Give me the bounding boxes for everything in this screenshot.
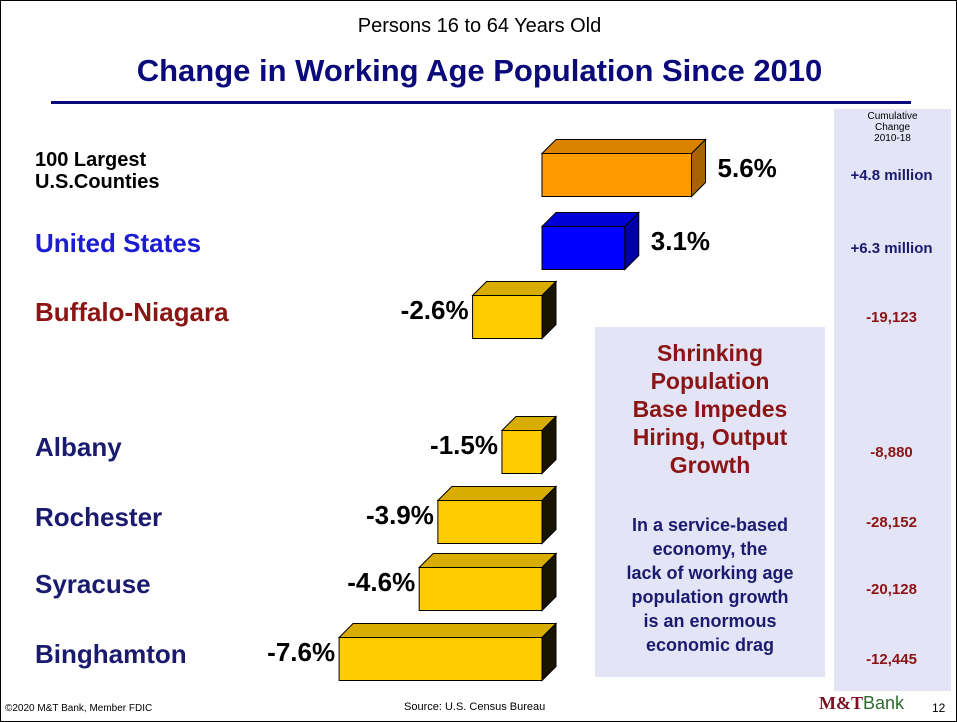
cumulative-value: -12,445 <box>866 651 917 668</box>
bar-front <box>501 430 543 474</box>
category-label: Albany <box>35 432 122 462</box>
cumulative-value: -28,152 <box>866 514 917 531</box>
bar-top-shade <box>419 553 556 568</box>
bar-top-shade <box>472 281 556 296</box>
title: Change in Working Age Population Since 2… <box>136 53 823 88</box>
bar-front <box>541 226 626 270</box>
category-label: Syracuse <box>35 569 151 599</box>
logo-mark: M&T <box>819 693 863 713</box>
bar-side-shade <box>542 553 556 611</box>
bar-top-shade <box>542 139 706 154</box>
bar <box>500 415 558 475</box>
category-label: United States <box>35 228 202 258</box>
callout-heading: Shrinking Population Base Impedes Hiring… <box>632 340 788 478</box>
bar-front <box>541 153 693 197</box>
bar <box>540 138 707 198</box>
bar-side-shade <box>691 139 706 197</box>
bar-front <box>418 567 543 611</box>
bar-side-shade <box>542 416 556 474</box>
bar <box>540 211 640 271</box>
bar-top-shade <box>542 212 639 227</box>
cumulative-value: -19,123 <box>866 309 917 326</box>
bar-front <box>338 637 543 681</box>
value-label: -1.5% <box>430 430 498 460</box>
cumulative-value: -20,128 <box>866 581 917 598</box>
page-number: 12 <box>932 701 946 715</box>
cumulative-value: -8,880 <box>870 444 913 461</box>
value-label: -3.9% <box>365 500 434 530</box>
value-label: -2.6% <box>400 295 469 325</box>
logo: M&TBank <box>819 693 904 714</box>
cumulative-value: +4.8 million <box>850 167 933 184</box>
bar-front <box>437 500 543 544</box>
logo-word: Bank <box>863 693 905 713</box>
value-label: 3.1% <box>650 226 711 256</box>
category-label: 100 Largest U.S.Counties <box>35 149 160 193</box>
value-label: 5.6% <box>717 153 777 183</box>
value-label: -4.6% <box>347 567 416 597</box>
cumulative-value: +6.3 million <box>850 240 933 257</box>
source: Source: U.S. Census Bureau <box>404 701 546 713</box>
bar <box>436 485 558 545</box>
bar <box>471 280 558 340</box>
bar-side-shade <box>542 486 556 544</box>
subtitle: Persons 16 to 64 Years Old <box>357 15 602 37</box>
bar-top-shade <box>339 623 556 638</box>
category-label: Binghamton <box>35 639 187 669</box>
bar <box>337 622 558 682</box>
category-label: Rochester <box>35 502 163 532</box>
bar-side-shade <box>624 212 639 270</box>
cumulative-panel <box>834 109 951 691</box>
callout-text: In a service-based economy, the lack of … <box>626 515 794 655</box>
bar-top-shade <box>501 416 556 431</box>
category-label: Buffalo-Niagara <box>35 297 229 327</box>
title-underline <box>51 101 911 104</box>
bar-top-shade <box>437 486 556 501</box>
footer-left: ©2020 M&T Bank, Member FDIC <box>5 703 153 714</box>
callout-box <box>595 327 825 677</box>
value-label: -7.6% <box>267 637 336 667</box>
bar-side-shade <box>542 623 556 681</box>
bar <box>417 552 558 612</box>
cumulative-header: Cumulative Change 2010-18 <box>867 111 918 144</box>
bar-front <box>472 295 543 339</box>
bar-side-shade <box>542 281 556 339</box>
